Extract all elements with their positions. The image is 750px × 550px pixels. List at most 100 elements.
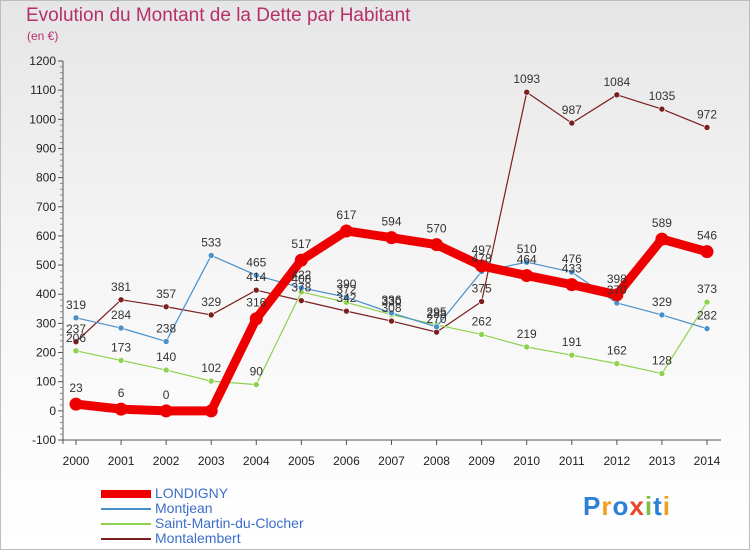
data-point xyxy=(478,331,485,338)
legend-label: Saint-Martin-du-Clocher xyxy=(155,515,304,531)
data-label: 219 xyxy=(517,327,537,341)
data-label: 329 xyxy=(201,295,221,309)
data-point xyxy=(703,298,711,306)
data-label: 972 xyxy=(697,107,717,121)
data-label: 1093 xyxy=(513,72,540,86)
data-point xyxy=(523,343,531,351)
data-label: 329 xyxy=(652,295,672,309)
data-point xyxy=(475,259,489,273)
data-label: 533 xyxy=(201,235,221,249)
data-point xyxy=(343,307,350,315)
x-tick-label: 2002 xyxy=(153,454,180,468)
x-tick-label: 2004 xyxy=(243,454,270,468)
data-label: 0 xyxy=(163,388,170,402)
data-point xyxy=(610,288,624,302)
data-label: 262 xyxy=(472,314,492,328)
data-point xyxy=(568,119,576,127)
y-tick-label: 600 xyxy=(36,229,56,243)
y-tick-label: 1000 xyxy=(29,112,56,126)
data-label: 6 xyxy=(118,386,125,400)
legend-label: Montalembert xyxy=(155,530,241,546)
data-point xyxy=(162,303,170,311)
data-label: 316 xyxy=(246,296,266,310)
data-point xyxy=(655,232,669,246)
data-label: 102 xyxy=(201,361,221,375)
legend-label: Montjean xyxy=(155,500,213,516)
data-point xyxy=(207,252,215,259)
legend-item: Saint-Martin-du-Clocher xyxy=(101,515,401,531)
data-point xyxy=(568,351,576,359)
y-tick-label: 0 xyxy=(49,404,56,418)
data-label: 617 xyxy=(336,208,356,222)
data-point xyxy=(252,286,260,294)
data-point xyxy=(252,381,260,388)
x-tick-label: 2012 xyxy=(604,454,631,468)
data-label: 476 xyxy=(562,252,582,266)
data-point xyxy=(72,347,80,355)
data-label: 408 xyxy=(291,272,311,286)
data-label: 422 xyxy=(291,268,311,282)
data-label: 378 xyxy=(291,281,311,295)
data-label: 398 xyxy=(607,272,627,286)
x-tick-label: 2005 xyxy=(288,454,315,468)
data-point xyxy=(249,312,263,326)
legend-swatch xyxy=(101,507,151,510)
data-point xyxy=(207,377,215,385)
data-label: 191 xyxy=(562,335,582,349)
data-label: 433 xyxy=(562,262,582,276)
data-point xyxy=(703,325,711,332)
data-point xyxy=(162,338,170,345)
data-label: 546 xyxy=(697,229,717,243)
data-label: 238 xyxy=(156,321,176,335)
data-point xyxy=(433,323,440,331)
y-tick-label: 1100 xyxy=(30,83,56,97)
data-point xyxy=(343,293,350,301)
data-point xyxy=(298,297,305,304)
x-tick-label: 2010 xyxy=(513,454,540,468)
legend-swatch xyxy=(101,522,151,525)
data-point xyxy=(703,124,711,131)
legend: LONDIGNY Montjean Saint-Martin-du-Clocher M… xyxy=(101,485,401,546)
y-tick-label: 900 xyxy=(36,141,56,155)
data-point xyxy=(478,298,485,305)
data-label: 373 xyxy=(697,282,717,296)
proxiti-logo: Proxiti xyxy=(583,491,671,521)
data-label: 162 xyxy=(607,344,627,358)
x-tick-label: 2013 xyxy=(649,454,676,468)
data-label: 381 xyxy=(111,280,131,294)
data-label: 295 xyxy=(427,305,447,319)
x-tick-label: 2003 xyxy=(198,454,225,468)
data-label: 478 xyxy=(472,251,492,265)
data-label: 465 xyxy=(246,255,266,269)
x-tick-label: 2007 xyxy=(378,454,405,468)
data-point xyxy=(388,317,395,325)
data-label: 282 xyxy=(697,309,717,323)
data-label: 390 xyxy=(336,277,356,291)
data-point xyxy=(69,397,83,411)
y-tick-label: -100 xyxy=(32,433,56,447)
data-point xyxy=(72,314,80,322)
data-point xyxy=(523,258,531,266)
data-label: 589 xyxy=(652,216,672,230)
legend-swatch xyxy=(101,489,151,498)
data-point xyxy=(207,311,215,319)
data-point xyxy=(252,271,260,279)
legend-item: Montalembert xyxy=(101,530,401,546)
legend-label: LONDIGNY xyxy=(155,485,229,501)
x-tick-label: 2009 xyxy=(468,454,495,468)
data-label: 372 xyxy=(336,282,356,296)
data-label: 1084 xyxy=(604,75,631,89)
data-label: 237 xyxy=(66,322,86,336)
data-point xyxy=(117,357,125,364)
data-point xyxy=(298,284,305,292)
y-tick-label: 500 xyxy=(36,258,56,272)
data-label: 594 xyxy=(381,215,401,229)
data-point xyxy=(204,404,218,418)
data-label: 288 xyxy=(427,307,447,321)
y-tick-label: 700 xyxy=(36,200,56,214)
legend-item: LONDIGNY xyxy=(101,485,401,501)
data-label: 414 xyxy=(246,270,266,284)
data-label: 497 xyxy=(472,243,492,257)
data-label: 330 xyxy=(381,295,401,309)
